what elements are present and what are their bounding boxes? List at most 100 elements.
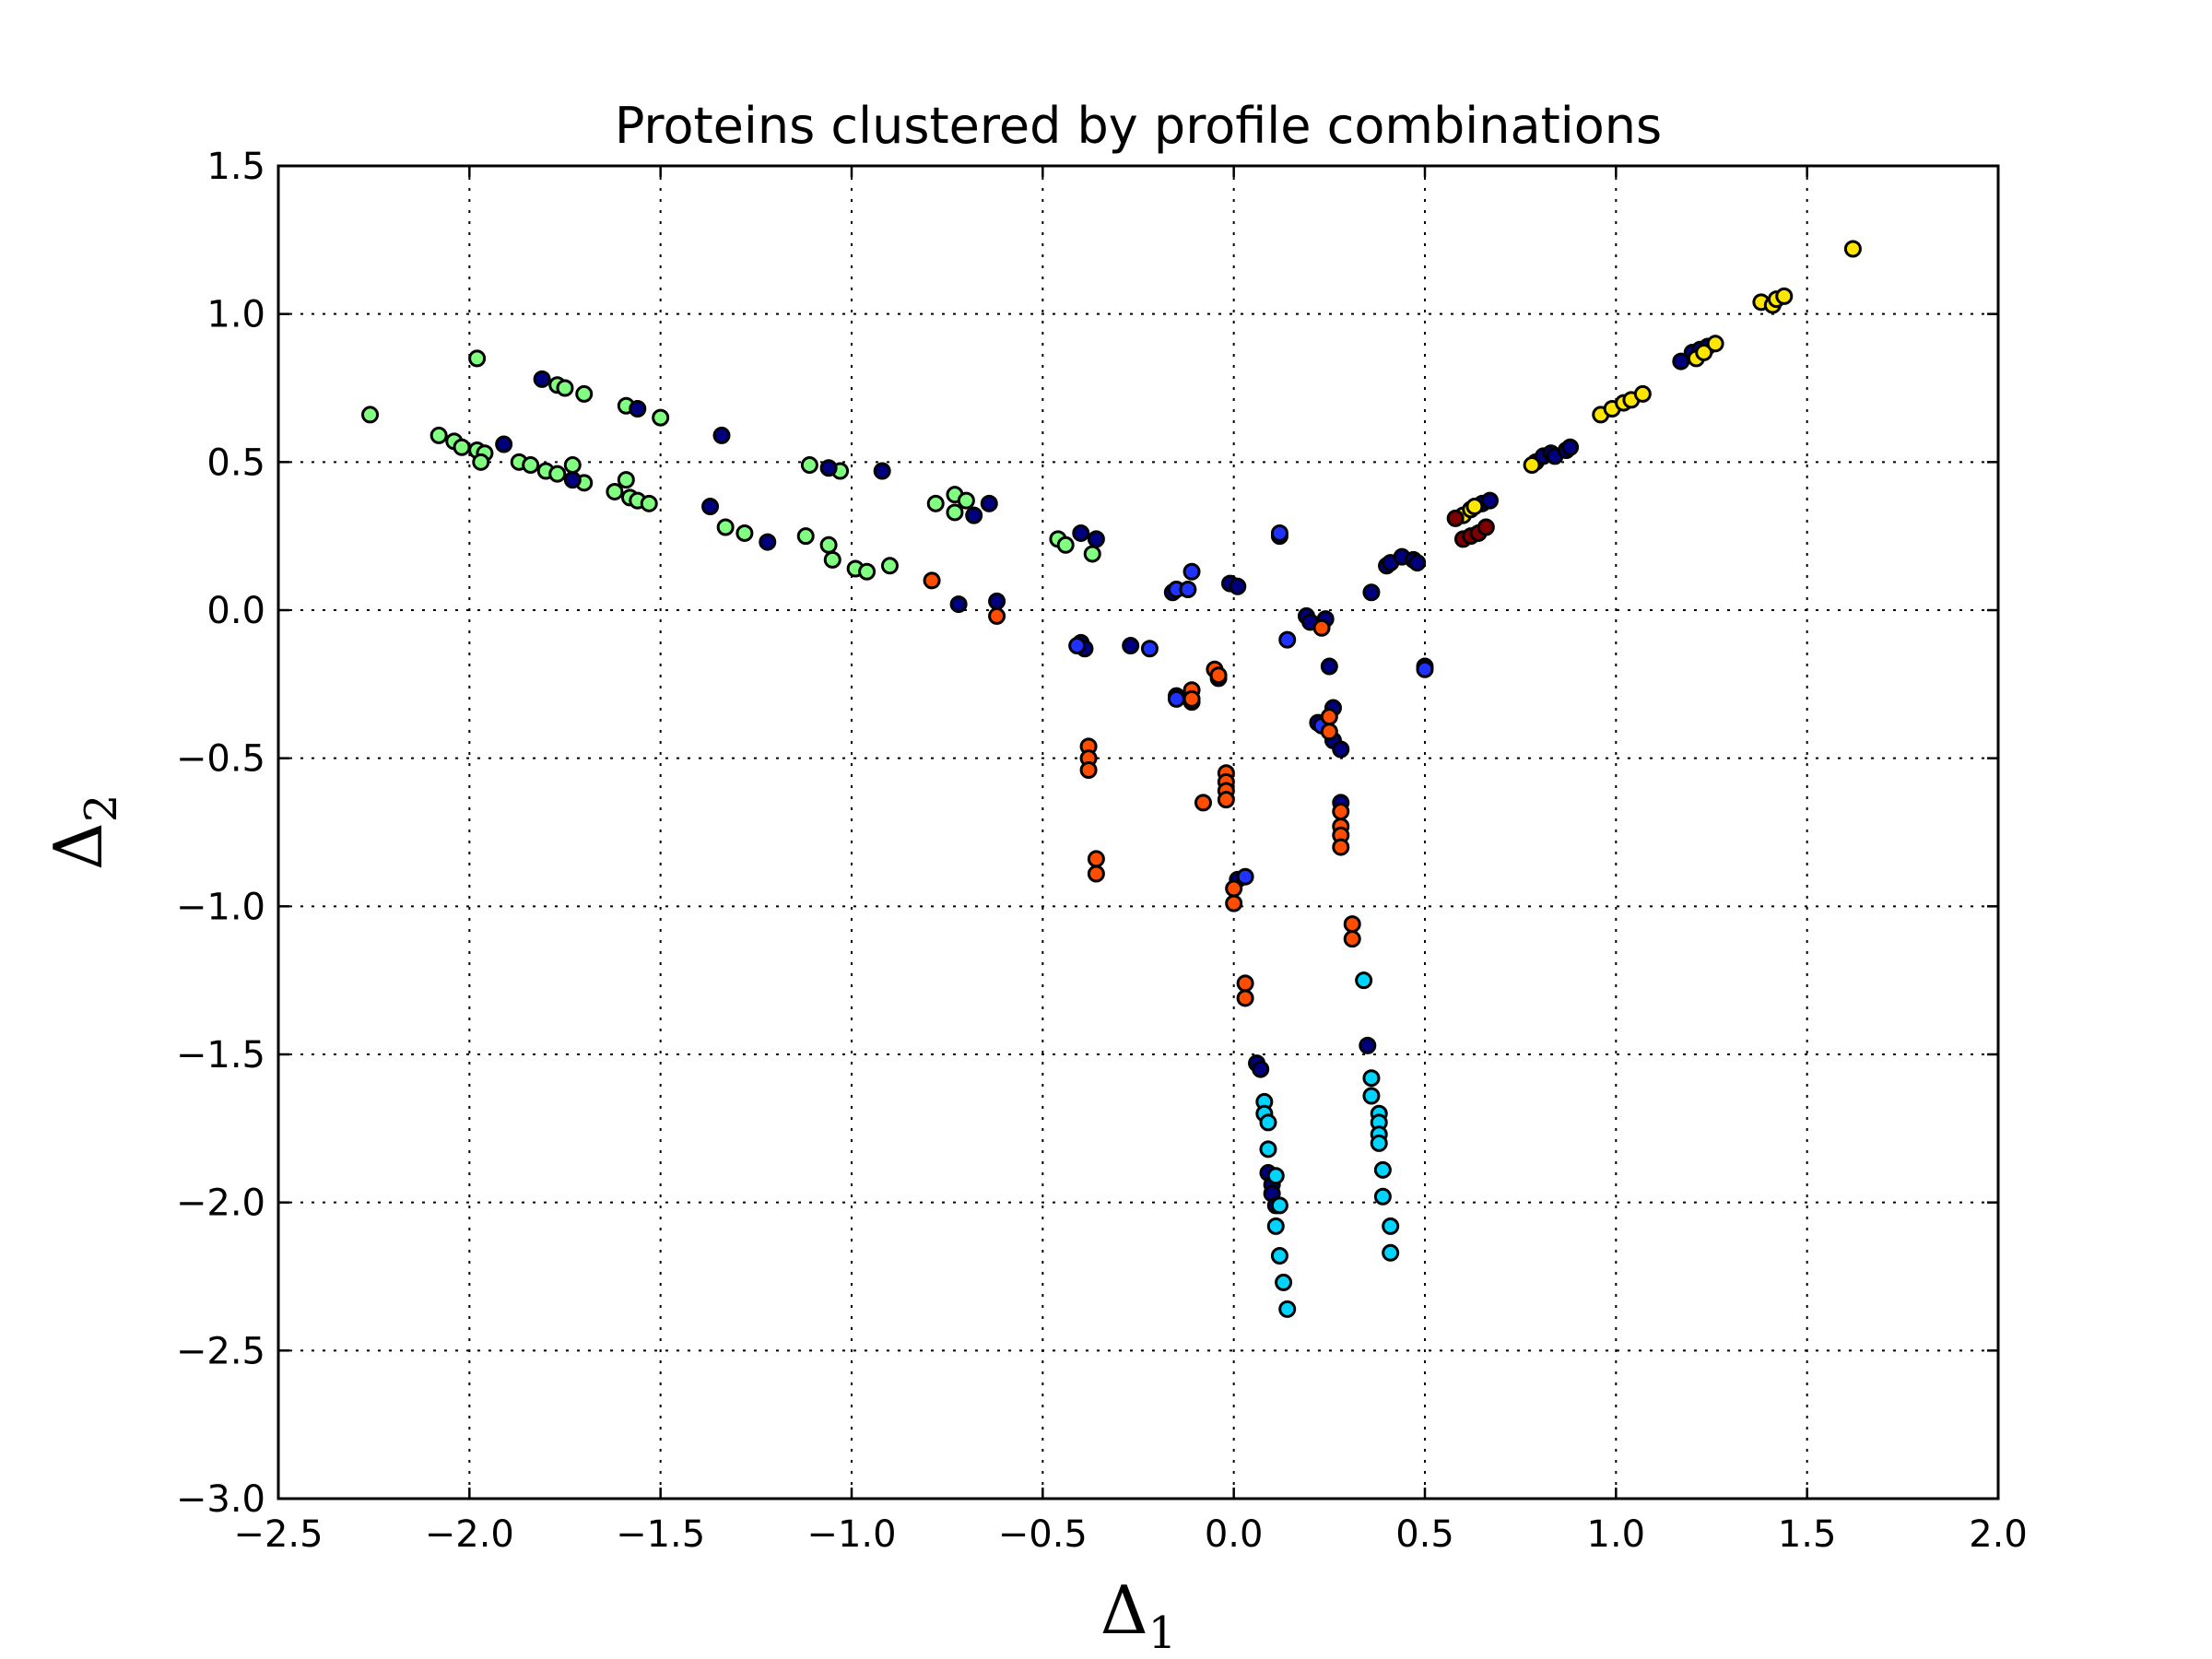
data-point	[701, 498, 720, 516]
data-point	[1320, 657, 1338, 676]
data-point	[1362, 1087, 1381, 1105]
data-point	[1217, 791, 1235, 809]
data-point	[1266, 1217, 1285, 1235]
y-tick-label: 0.0	[206, 590, 265, 632]
data-point	[1225, 894, 1243, 912]
data-point	[1408, 554, 1427, 572]
x-tick-label: −1.5	[616, 1513, 705, 1556]
data-point	[1229, 577, 1247, 595]
data-point	[640, 494, 658, 512]
y-tick-label: −1.0	[176, 886, 265, 928]
data-point	[980, 494, 998, 512]
y-tick-label: 1.0	[206, 294, 265, 336]
data-point	[1194, 794, 1212, 812]
x-tick-label: 0.0	[1205, 1513, 1264, 1556]
data-point	[1706, 335, 1724, 353]
data-point	[923, 571, 941, 590]
data-point	[1362, 583, 1381, 602]
data-point	[1561, 438, 1580, 456]
data-point	[1633, 384, 1652, 403]
data-point	[1266, 1167, 1285, 1185]
y-axis-label: Δ2	[40, 794, 127, 871]
plot-frame	[276, 164, 2000, 1500]
series-6	[1446, 509, 1495, 548]
x-tick-label: 1.0	[1587, 1513, 1646, 1556]
data-point	[1332, 740, 1350, 759]
data-point	[472, 453, 490, 471]
data-point	[1140, 640, 1159, 658]
data-point	[1182, 689, 1201, 708]
data-point	[926, 494, 945, 512]
data-point	[468, 349, 487, 368]
data-point	[819, 459, 838, 477]
data-point	[1343, 915, 1361, 934]
y-tick-label: −1.5	[176, 1034, 265, 1077]
data-point	[735, 524, 754, 542]
data-point	[548, 465, 567, 483]
data-point	[1167, 689, 1185, 708]
data-point	[858, 562, 877, 581]
tick-marks	[276, 164, 2000, 1500]
data-point	[1087, 850, 1105, 868]
data-point	[1446, 509, 1465, 527]
x-tick-label: 2.0	[1969, 1513, 2028, 1556]
data-point	[1775, 287, 1794, 305]
y-tick-label: 1.5	[206, 146, 265, 188]
data-point	[1236, 867, 1254, 886]
x-axis-label-sub: 1	[1148, 1607, 1177, 1659]
x-tick-label: 0.5	[1395, 1513, 1454, 1556]
data-point	[1270, 524, 1288, 542]
y-tick-label: 0.5	[206, 441, 265, 484]
data-point	[823, 550, 841, 569]
data-point	[556, 379, 574, 397]
data-point	[880, 557, 899, 575]
data-point	[965, 506, 983, 524]
data-point	[988, 606, 1006, 625]
chart-title: Proteins clustered by profile combinatio…	[615, 97, 1662, 155]
data-point	[563, 456, 582, 475]
data-point	[759, 533, 777, 551]
y-tick-label: −0.5	[176, 738, 265, 781]
data-point	[1087, 865, 1105, 883]
data-point	[1382, 1243, 1400, 1262]
data-point	[1270, 1196, 1288, 1215]
y-tick-label: −3.0	[176, 1478, 265, 1521]
data-point	[1373, 1187, 1392, 1206]
data-point	[1477, 518, 1495, 536]
data-point	[819, 535, 838, 554]
data-point	[1083, 545, 1101, 563]
x-tick-label: −2.0	[425, 1513, 514, 1556]
series-3	[923, 571, 1361, 1007]
data-point	[988, 592, 1006, 610]
data-point	[1362, 1069, 1381, 1088]
data-point	[495, 435, 513, 453]
data-point	[1355, 971, 1373, 990]
data-point	[1236, 974, 1254, 993]
data-point	[1079, 761, 1098, 780]
data-point	[575, 384, 594, 403]
x-tick-labels: −2.5 −2.0 −1.5 −1.0 −0.5 0.0 0.5 1.0 1.5 2.0	[233, 1513, 2027, 1556]
series-4	[1255, 971, 1400, 1318]
data-point	[1343, 930, 1361, 948]
data-point	[957, 491, 975, 510]
data-point	[1312, 618, 1331, 637]
data-point	[1695, 343, 1713, 361]
data-point	[716, 518, 735, 536]
grid-lines	[278, 166, 1998, 1499]
data-point	[1480, 491, 1499, 510]
data-point	[796, 527, 815, 546]
data-point	[453, 438, 471, 456]
x-tick-label: −0.5	[998, 1513, 1088, 1556]
series-5	[1453, 240, 1862, 524]
data-point	[1275, 1273, 1293, 1291]
data-point	[1370, 1134, 1388, 1152]
y-tick-label: −2.0	[176, 1182, 265, 1225]
data-point	[1259, 1113, 1277, 1132]
data-point	[1225, 879, 1243, 898]
data-point	[1320, 708, 1338, 726]
x-axis-label: Δ1	[1100, 1571, 1177, 1659]
data-point	[629, 399, 647, 418]
data-point	[1209, 666, 1228, 685]
